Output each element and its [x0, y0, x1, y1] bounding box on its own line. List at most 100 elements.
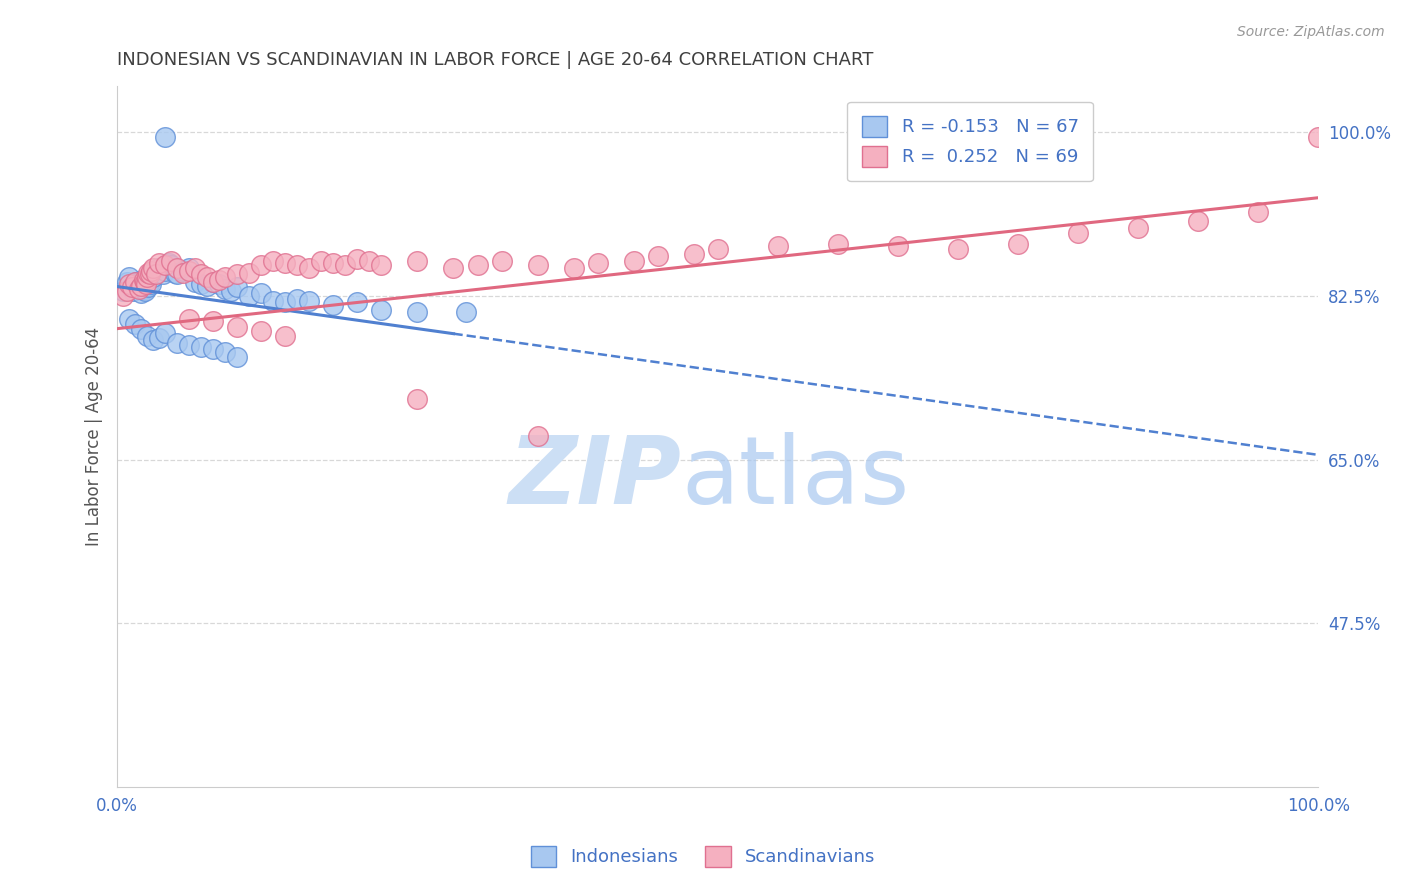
Point: [623, 254, 645, 268]
Point: [406, 254, 429, 268]
Point: [214, 345, 236, 359]
Point: [152, 268, 174, 282]
Y-axis label: In Labor Force | Age 20-64: In Labor Force | Age 20-64: [86, 326, 103, 546]
Point: [190, 268, 212, 282]
Point: [1067, 227, 1090, 241]
Point: [443, 260, 465, 275]
Point: [136, 270, 159, 285]
Point: [274, 295, 297, 310]
Point: [298, 260, 321, 275]
Point: [370, 302, 392, 317]
Point: [160, 254, 183, 268]
Point: [155, 258, 177, 272]
Point: [311, 254, 333, 268]
Point: [136, 273, 159, 287]
Text: Source: ZipAtlas.com: Source: ZipAtlas.com: [1237, 25, 1385, 39]
Point: [132, 282, 155, 296]
Point: [202, 275, 225, 289]
Point: [262, 254, 284, 268]
Point: [134, 284, 156, 298]
Point: [1308, 130, 1330, 145]
Point: [827, 237, 849, 252]
Point: [322, 298, 344, 312]
Point: [125, 275, 148, 289]
Point: [1247, 204, 1270, 219]
Point: [766, 239, 789, 253]
Point: [226, 279, 249, 293]
Point: [202, 275, 225, 289]
Point: [132, 277, 155, 291]
Point: [706, 242, 728, 256]
Point: [124, 279, 146, 293]
Point: [190, 277, 212, 291]
Point: [346, 295, 368, 310]
Point: [190, 340, 212, 354]
Point: [682, 247, 704, 261]
Point: [335, 258, 357, 272]
Point: [124, 317, 146, 331]
Point: [135, 277, 157, 291]
Point: [586, 256, 609, 270]
Legend: R = -0.153   N = 67, R =  0.252   N = 69: R = -0.153 N = 67, R = 0.252 N = 69: [848, 102, 1092, 181]
Point: [129, 321, 152, 335]
Point: [208, 273, 231, 287]
Point: [128, 277, 150, 291]
Point: [285, 292, 308, 306]
Point: [118, 270, 141, 285]
Point: [226, 350, 249, 364]
Text: INDONESIAN VS SCANDINAVIAN IN LABOR FORCE | AGE 20-64 CORRELATION CHART: INDONESIAN VS SCANDINAVIAN IN LABOR FORC…: [117, 51, 873, 69]
Point: [647, 249, 669, 263]
Point: [121, 279, 143, 293]
Point: [274, 256, 297, 270]
Point: [274, 329, 297, 343]
Point: [406, 392, 429, 406]
Point: [491, 254, 513, 268]
Point: [406, 305, 429, 319]
Point: [118, 277, 141, 291]
Point: [118, 312, 141, 326]
Point: [285, 258, 308, 272]
Point: [139, 263, 162, 277]
Point: [214, 282, 236, 296]
Point: [155, 263, 177, 277]
Point: [250, 286, 273, 301]
Point: [226, 319, 249, 334]
Point: [132, 273, 155, 287]
Point: [526, 429, 548, 443]
Point: [145, 268, 167, 282]
Point: [129, 282, 152, 296]
Point: [128, 282, 150, 296]
Point: [155, 326, 177, 341]
Point: [139, 277, 162, 291]
Point: [136, 278, 159, 293]
Point: [1126, 220, 1149, 235]
Point: [238, 266, 260, 280]
Point: [166, 335, 188, 350]
Point: [131, 273, 153, 287]
Point: [160, 258, 183, 272]
Point: [112, 289, 135, 303]
Point: [138, 266, 160, 280]
Point: [129, 278, 152, 293]
Point: [112, 284, 135, 298]
Point: [115, 275, 138, 289]
Point: [142, 333, 165, 347]
Point: [166, 268, 188, 282]
Point: [166, 260, 188, 275]
Point: [129, 286, 152, 301]
Point: [1007, 237, 1029, 252]
Point: [370, 258, 392, 272]
Point: [163, 266, 186, 280]
Point: [148, 260, 170, 275]
Point: [179, 263, 201, 277]
Point: [526, 258, 548, 272]
Point: [142, 260, 165, 275]
Point: [467, 258, 489, 272]
Point: [134, 275, 156, 289]
Point: [238, 289, 260, 303]
Point: [134, 275, 156, 289]
Point: [221, 284, 243, 298]
Point: [136, 329, 159, 343]
Point: [250, 258, 273, 272]
Point: [1187, 214, 1209, 228]
